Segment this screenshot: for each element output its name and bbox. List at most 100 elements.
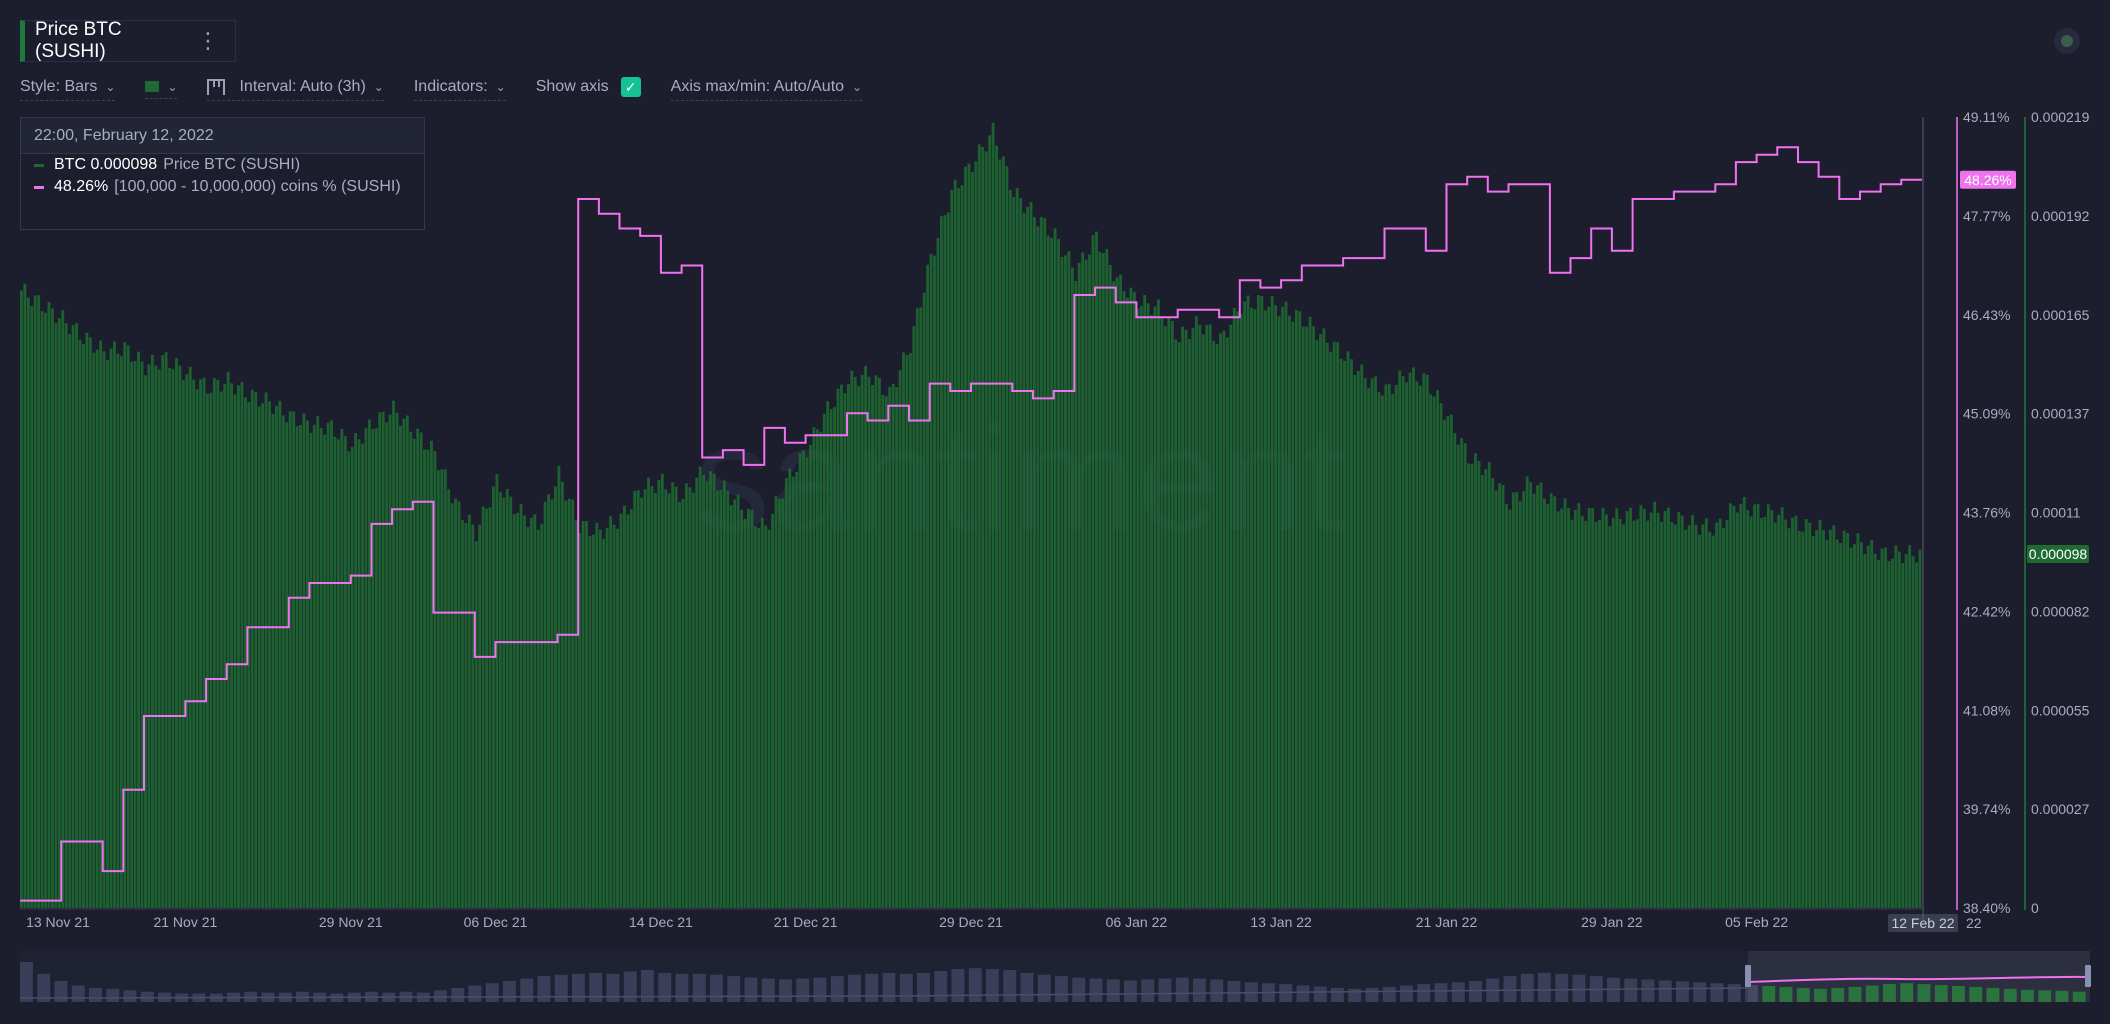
navigator-bar (1641, 979, 1655, 1002)
price-bar (654, 493, 657, 908)
price-bar (853, 376, 857, 908)
price-bar (199, 379, 202, 908)
navigator-bar (140, 991, 154, 1002)
price-bar (1701, 524, 1705, 908)
price-bar (1518, 501, 1522, 908)
price-bar (1915, 562, 1918, 908)
interval-dropdown[interactable]: Interval: Auto (3h) ⌄ (207, 78, 384, 101)
kebab-icon[interactable]: ⋮ (197, 28, 219, 53)
price-bar (933, 255, 936, 909)
price-axis-tick: 0.000165 (2031, 307, 2090, 323)
price-bar (209, 392, 213, 908)
price-bar (660, 473, 664, 908)
price-bar (612, 524, 616, 908)
price-bar (147, 364, 151, 908)
price-bar (40, 311, 44, 909)
color-dropdown[interactable]: ⌄ (145, 80, 178, 99)
price-bar (1828, 529, 1832, 908)
price-bar (1794, 515, 1798, 908)
price-bar (1797, 530, 1801, 908)
price-bar (137, 351, 140, 909)
navigator-bar (71, 985, 85, 1002)
status-indicator-icon[interactable] (2054, 28, 2080, 54)
price-bar (1777, 515, 1781, 908)
x-tick-label: 05 Feb 22 (1725, 914, 1788, 930)
chart-title-box[interactable]: Price BTC (SUSHI) ⋮ (20, 19, 236, 62)
price-bar (498, 492, 502, 908)
price-bar (20, 290, 23, 908)
price-bar (860, 374, 864, 908)
price-axis-tick: 0.000192 (2031, 208, 2090, 224)
chevron-down-icon: ⌄ (495, 79, 506, 94)
navigator-bar (606, 973, 620, 1002)
price-bar (1101, 253, 1105, 909)
price-bar (902, 352, 905, 908)
price-bar (1563, 498, 1567, 908)
navigator-bar (1865, 985, 1879, 1002)
price-bar (912, 326, 916, 908)
price-bar (378, 412, 382, 908)
show-axis-toggle[interactable]: Show axis ✓ (536, 77, 641, 101)
price-bar (1170, 321, 1174, 908)
chart-toolbar: Style: Bars ⌄ ⌄ Interval: Auto (3h) ⌄ Indi… (20, 76, 892, 102)
navigator-bar (1745, 985, 1758, 1002)
holders-axis-tick: 46.43% (1963, 307, 2010, 323)
price-bar (82, 343, 85, 908)
navigator-bar (1503, 976, 1517, 1002)
style-label: Style: Bars (20, 77, 98, 95)
price-bar (268, 401, 271, 908)
price-bar (1515, 492, 1519, 908)
price-bar (1853, 544, 1856, 908)
price-bar (1098, 251, 1102, 908)
price-bar (1487, 462, 1491, 908)
price-bar (1553, 496, 1557, 908)
holders-axis-tick: 41.08% (1963, 702, 2010, 718)
price-bar (609, 516, 613, 908)
price-bar (1470, 463, 1474, 908)
price-bar (1139, 306, 1143, 909)
holders-axis-tick: 47.77% (1963, 208, 2010, 224)
price-bar (292, 411, 296, 908)
price-bar (519, 504, 523, 908)
price-bar (116, 353, 120, 908)
checkbox-checked-icon[interactable]: ✓ (620, 77, 641, 97)
price-bar (643, 489, 647, 908)
price-bar (185, 374, 189, 908)
price-bar (1822, 530, 1825, 908)
navigator-bar (485, 983, 499, 1002)
price-bar (1091, 235, 1095, 909)
color-swatch (145, 81, 160, 92)
price-bar (26, 297, 30, 908)
price-bar (1735, 512, 1739, 908)
axis-range-dropdown[interactable]: Axis max/min: Auto/Auto ⌄ (670, 78, 863, 101)
price-bar (1556, 511, 1560, 908)
indicators-dropdown[interactable]: Indicators: ⌄ (413, 78, 506, 101)
navigator-bar (1469, 980, 1482, 1003)
price-bar (64, 323, 68, 908)
price-bar (712, 473, 716, 908)
price-bar (299, 425, 302, 908)
price-bar (1298, 311, 1302, 908)
x-tick-label: 06 Jan 22 (1106, 914, 1168, 930)
holders-last-badge (1960, 170, 2016, 189)
price-bar (1112, 281, 1116, 908)
navigator-bar (1658, 980, 1672, 1002)
x-tick-label: 29 Nov 21 (319, 914, 383, 930)
price-bar (719, 490, 723, 908)
price-bar (1787, 528, 1791, 908)
price-bar (1177, 342, 1181, 908)
price-bar (974, 161, 978, 908)
navigator-left-handle[interactable] (1745, 965, 1751, 987)
navigator-bar (537, 976, 551, 1002)
style-dropdown[interactable]: Style: Bars ⌄ (20, 77, 116, 101)
price-bar (757, 528, 761, 908)
price-bar (278, 400, 282, 908)
price-bar (781, 498, 785, 908)
price-bar (1070, 267, 1074, 908)
price-bar (771, 514, 774, 908)
navigator-right-handle[interactable] (2085, 965, 2091, 987)
price-bar (133, 361, 137, 909)
navigator-bar (1952, 986, 1965, 1002)
price-bar (1212, 340, 1216, 908)
